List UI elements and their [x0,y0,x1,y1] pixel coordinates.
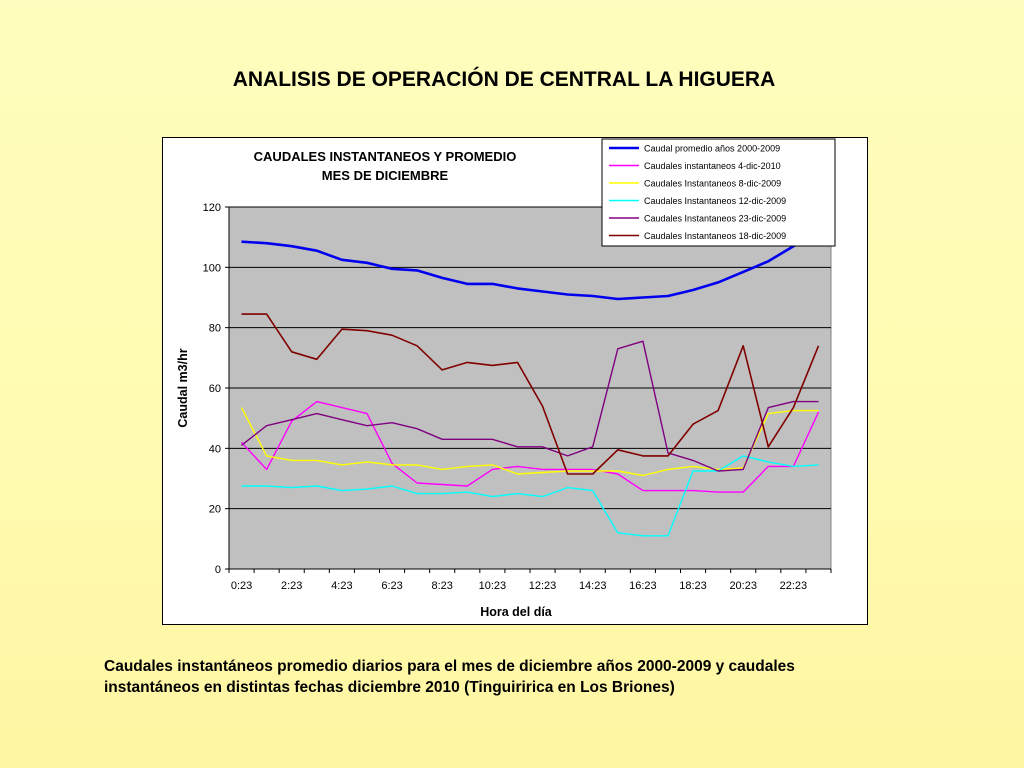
x-tick-label: 0:23 [231,580,252,592]
x-tick-label: 12:23 [529,580,557,592]
chart-frame: 0 20 40 60 80 100 120 0:23 2:23 4:23 6:23 8:23 10:23… [162,137,868,625]
chart-title-line1: CAUDALES INSTANTANEOS Y PROMEDIO [254,149,517,164]
x-tick-label: 16:23 [629,580,657,592]
legend: Caudal promedio años 2000-2009 Caudales i… [601,138,836,247]
x-tick-label: 6:23 [381,580,402,592]
legend-box [601,138,836,247]
x-tick-label: 20:23 [729,580,757,592]
legend-label: Caudales Instantaneos 12-dic-2009 [644,196,786,206]
line-chart: 0 20 40 60 80 100 120 0:23 2:23 4:23 6:23 8:23 10:23… [176,138,836,619]
series-line-6 [241,313,820,475]
legend-label: Caudal promedio años 2000-2009 [644,144,780,154]
y-tick-label: 60 [209,383,221,395]
y-axis-title: Caudal m3/hr [176,348,190,427]
chart-title-line2: MES DE DICIEMBRE [322,168,449,183]
x-tick-label: 10:23 [479,580,507,592]
series-line-5 [241,340,819,472]
y-tick-label: 40 [209,443,221,455]
figure-caption: Caudales instantáneos promedio diarios p… [104,656,924,698]
caption-line-2: instantáneos en distintas fechas diciemb… [104,679,675,696]
x-tick-label: 22:23 [780,580,808,592]
x-axis-title: Hora del día [480,605,553,619]
y-tick-label: 100 [203,262,221,274]
y-tick-label: 120 [203,202,221,214]
slide-title: ANALISIS DE OPERACIÓN DE CENTRAL LA HIGU… [232,68,776,91]
legend-label: Caudales instantaneos 4-dic-2010 [644,161,781,171]
series-line-4 [241,455,819,537]
x-tick-label: 2:23 [281,580,302,592]
caption-line-1: Caudales instantáneos promedio diarios p… [104,658,795,675]
series-line-1 [241,232,820,301]
x-tick-label: 18:23 [679,580,707,592]
y-tick-label: 0 [215,564,221,576]
axes: 0 20 40 60 80 100 120 0:23 2:23 4:23 6:23 8:23 10:23… [203,202,832,592]
x-tick-label: 8:23 [431,580,452,592]
legend-label: Caudales Instantaneos 23-dic-2009 [644,214,786,224]
legend-label: Caudales Instantaneos 8-dic-2009 [644,179,781,189]
x-tick-label: 4:23 [331,580,352,592]
legend-label: Caudales Instantaneos 18-dic-2009 [644,231,786,241]
series-lines [240,232,820,537]
x-tick-label: 14:23 [579,580,607,592]
series-line-2 [240,400,820,493]
y-tick-label: 20 [209,504,221,516]
y-tick-label: 80 [209,323,221,335]
